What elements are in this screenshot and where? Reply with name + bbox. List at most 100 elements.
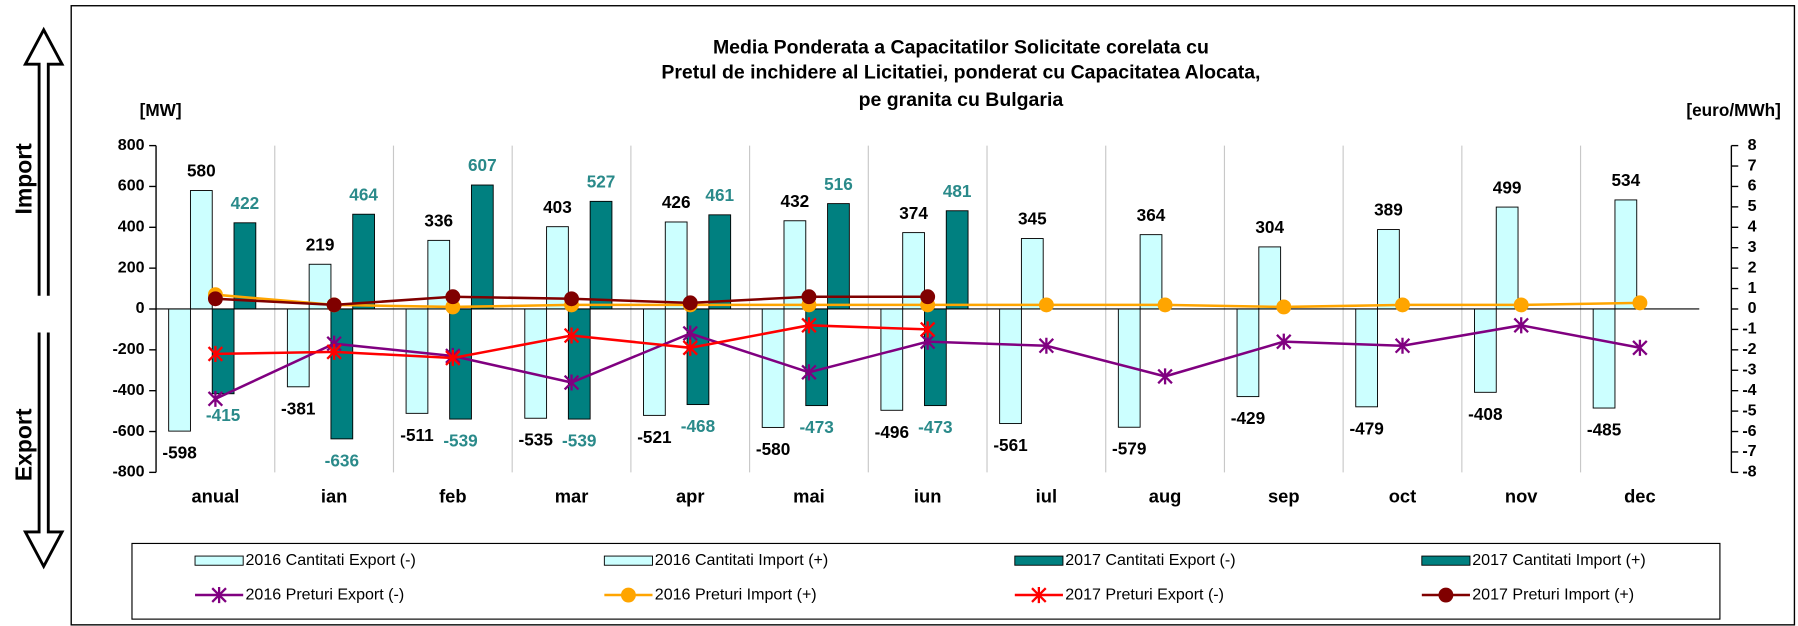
line-marker — [682, 325, 698, 342]
y2-tick-label: 7 — [1748, 156, 1757, 174]
line-marker — [919, 321, 936, 338]
bar — [708, 214, 732, 310]
bar — [761, 308, 785, 428]
line-marker — [1276, 333, 1292, 350]
y-tick-label: -200 — [112, 340, 144, 358]
bar-value-label: 364 — [1137, 205, 1166, 225]
legend-label: 2017 Cantitati Import (+) — [1472, 551, 1645, 569]
x-tick-label: apr — [676, 485, 705, 506]
bar-value-label: -539 — [562, 431, 596, 451]
bar — [1020, 238, 1044, 310]
bar — [1355, 308, 1378, 408]
line-marker — [1157, 368, 1173, 385]
y2-tick-label: -8 — [1742, 463, 1756, 481]
legend-label: 2016 Cantitati Import (+) — [655, 551, 828, 569]
bar-value-label: -473 — [799, 417, 833, 437]
y2-tick-label: 1 — [1748, 279, 1757, 297]
bar-value-label: 464 — [349, 184, 378, 204]
bar — [286, 308, 310, 388]
y-tick-label: -800 — [112, 463, 144, 481]
line-marker — [207, 345, 224, 362]
bar — [1377, 229, 1400, 310]
bar — [330, 308, 354, 440]
x-tick-label: aug — [1149, 485, 1182, 506]
bar-value-label: 374 — [899, 203, 928, 223]
y2-tick-label: -4 — [1742, 381, 1756, 399]
y-tick-label: 800 — [118, 136, 145, 154]
y-tick-label: 400 — [118, 218, 145, 236]
y2-tick-label: -7 — [1742, 442, 1756, 460]
legend-swatch — [194, 555, 244, 566]
line-marker — [1157, 297, 1173, 313]
bar-value-label: 432 — [781, 191, 810, 211]
bar-value-label: 426 — [662, 192, 691, 212]
bar — [168, 308, 191, 432]
line-marker — [920, 289, 936, 305]
bar — [405, 308, 429, 414]
export-arrow — [22, 332, 65, 570]
y2-tick-label: -3 — [1742, 360, 1756, 378]
x-tick-label: iun — [914, 485, 941, 506]
bar — [1139, 234, 1163, 310]
y2-axis-label: [euro/MWh] — [1686, 100, 1781, 120]
x-tick-label: mar — [555, 485, 589, 506]
bar — [827, 203, 850, 310]
side-label: Export — [10, 408, 36, 481]
line-marker — [445, 289, 461, 305]
bar — [664, 221, 688, 310]
bar — [589, 200, 613, 310]
y2-tick-label: -1 — [1742, 320, 1756, 338]
bar-value-label: 461 — [705, 185, 734, 205]
line-marker — [620, 587, 636, 603]
bar-value-label: 345 — [1018, 209, 1047, 229]
bar — [1495, 206, 1519, 310]
line-marker — [211, 587, 227, 604]
legend-label: 2017 Preturi Import (+) — [1472, 585, 1634, 603]
line-marker — [207, 291, 223, 307]
x-tick-label: feb — [439, 485, 467, 506]
y-tick-label: -600 — [112, 422, 144, 440]
bar-value-label: 607 — [468, 155, 497, 175]
bar-value-label: -511 — [400, 425, 434, 445]
line-marker — [801, 289, 817, 305]
x-tick-label: dec — [1624, 485, 1656, 506]
bar-value-label: -473 — [918, 417, 952, 437]
line-marker — [1438, 587, 1454, 603]
line-marker — [1395, 297, 1410, 313]
chart-title: Media Ponderata a Capacitatilor Solicita… — [713, 36, 1209, 58]
bar-value-label: -429 — [1231, 408, 1265, 428]
legend-swatch — [603, 555, 653, 566]
bar — [1474, 308, 1497, 393]
line-marker — [1394, 337, 1411, 354]
y-tick-label: 600 — [118, 177, 145, 195]
line-marker — [326, 297, 342, 313]
y-tick-label: 0 — [136, 299, 145, 317]
bar — [945, 210, 969, 310]
bar-value-label: 534 — [1612, 170, 1641, 190]
y2-tick-label: 2 — [1748, 258, 1757, 276]
line-marker — [1632, 339, 1648, 356]
line-marker — [1031, 587, 1047, 604]
line-marker — [563, 327, 580, 344]
y-tick-label: -400 — [112, 381, 144, 399]
y2-tick-label: -6 — [1742, 422, 1756, 440]
legend-label: 2017 Preturi Export (-) — [1065, 585, 1224, 603]
bar-value-label: 580 — [187, 161, 216, 181]
legend-label: 2016 Preturi Import (+) — [655, 585, 817, 603]
y2-tick-label: -2 — [1742, 340, 1756, 358]
x-tick-label: anual — [191, 485, 239, 506]
y2-tick-label: -5 — [1742, 401, 1756, 419]
bar — [1258, 246, 1282, 310]
bar — [567, 308, 591, 420]
line-marker — [1513, 317, 1529, 334]
bar-value-label: -535 — [518, 430, 553, 450]
y2-tick-label: 3 — [1748, 238, 1757, 256]
line-marker — [801, 317, 817, 334]
bar-value-label: -539 — [443, 431, 477, 451]
x-tick-label: mai — [793, 485, 825, 506]
y2-tick-label: 0 — [1748, 299, 1757, 317]
bar-value-label: 481 — [943, 181, 972, 201]
line-marker — [1038, 337, 1055, 354]
bar — [352, 213, 375, 310]
